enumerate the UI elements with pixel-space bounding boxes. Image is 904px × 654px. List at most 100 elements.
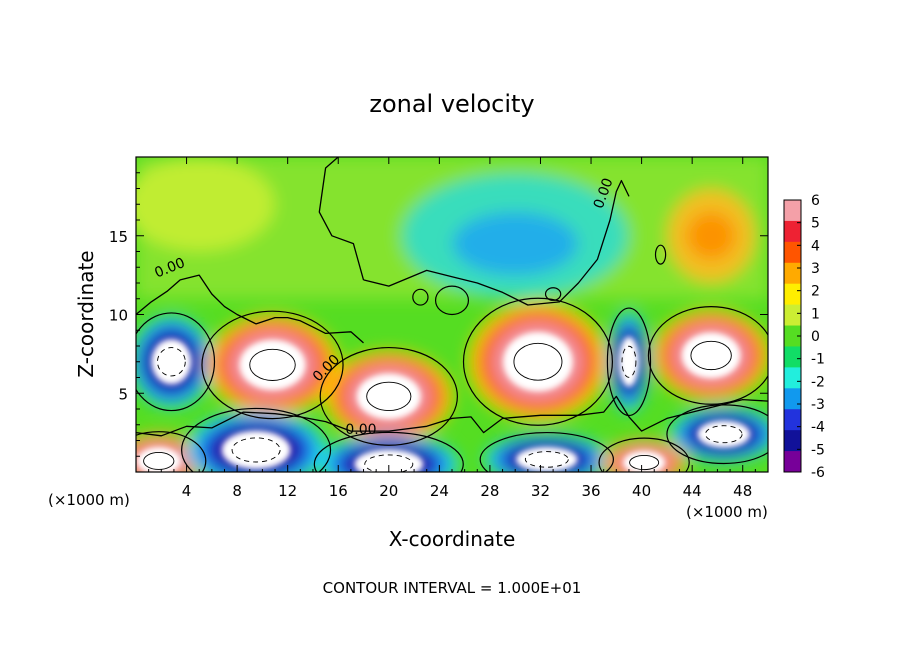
jet-outer-contour [479,431,614,472]
field-region-core [686,212,736,260]
jet-outer-contour [313,431,464,472]
field-region [136,157,276,252]
contour-label: 0.00 [345,422,376,438]
zero-contour [318,157,365,281]
jet-saturated-core [221,430,291,470]
field-core-group [136,332,751,472]
colorbar-tick-label: 6 [811,193,820,209]
jet-inner-contour [690,340,732,371]
colorbar-swatch [784,409,801,431]
velocity-field [136,157,768,472]
x-tick-label: 48 [733,482,752,500]
jet-inner-contour [157,347,186,377]
jet-inner-contour [249,348,296,381]
contour-lines [136,157,768,472]
x-tick-label: 36 [581,482,600,500]
jet-outer-contour [598,437,690,472]
jet-saturated-core [136,447,181,472]
jet-saturated-core [354,449,424,472]
colorbar-swatch [784,283,801,306]
x-axis: 4 8 12 16 20 24 28 32 36 40 44 48 [148,157,756,500]
colorbar-swatch [784,262,801,285]
jet-outer-contour [136,312,216,412]
colorbar-swatch [784,388,801,410]
chart-title: zonal velocity [369,90,534,118]
zero-contour [363,179,630,306]
colorbar-tick-label: -2 [811,374,825,390]
plot-area [135,156,769,473]
x-unit-label-right: (×1000 m) [686,503,768,521]
closed-contour [434,285,470,316]
y-axis-label: Z-coordinate [74,250,98,377]
jet-outer-contour [319,346,458,446]
colorbar-tick-label: 3 [811,261,820,277]
jet-outer-contour [181,407,332,472]
colorbar-swatch [784,451,801,473]
jet-inner-contour [513,342,563,381]
colorbar-tick-label: 5 [811,216,820,232]
colorbar-swatch [784,346,801,368]
field-region-core [452,212,578,276]
y-tick-label: 5 [118,385,128,403]
x-tick-label: 16 [329,482,348,500]
jet-outer-contour [462,297,614,426]
jet-saturated-core [515,446,578,472]
colorbar-tick-label: -3 [811,397,825,413]
jet-outer-contour [647,306,768,405]
x-tick-label: 40 [632,482,651,500]
x-tick-label: 20 [379,482,398,500]
colorbar-tick-label: -1 [811,352,825,368]
jet-inner-contour [704,425,743,444]
x-tick-label: 24 [430,482,449,500]
jet-inner-contour [364,454,414,472]
contour-interval-note: CONTOUR INTERVAL = 1.000E+01 [323,579,582,597]
jet-saturated-core [151,339,192,385]
x-tick-label: 4 [182,482,192,500]
jet-saturated-core [356,373,421,420]
x-tick-label: 32 [531,482,550,500]
jet-inner-contour [629,455,660,471]
jet-outer-contour [606,307,652,417]
jet-inner-contour [621,345,637,378]
jet-outer-contour [136,431,207,472]
colorbar-tick-label: 4 [811,238,820,254]
closed-contour [412,288,429,306]
x-tick-label: 12 [278,482,297,500]
closed-contour [544,287,562,301]
colorbar-tick-label: -5 [811,442,825,458]
x-axis-label: X-coordinate [389,527,516,551]
x-tick-label: 44 [683,482,702,500]
jet-inner-contour [366,381,412,412]
y-tick-label: 10 [109,307,128,325]
y-axis: 5 10 15 [109,172,768,457]
colorbar-swatch [784,325,801,347]
jet-saturated-core [618,336,639,387]
jet-saturated-core [503,332,573,392]
jet-outer-contour [201,310,344,420]
jet-saturated-core [697,420,751,448]
jet-saturated-core [239,339,306,390]
closed-contour [654,244,667,265]
zero-contour [136,395,768,437]
colorbar-swatch [784,200,801,222]
colorbar-swatch [784,241,801,264]
colorbar-swatch [784,220,801,243]
jet-inner-contour [143,452,175,470]
colorbar-tick-label: 1 [811,306,820,322]
colorbar-swatch [784,367,801,389]
x-unit-label-left: (×1000 m) [48,491,130,509]
jet-inner-contour [231,437,281,463]
zero-contour [136,274,364,344]
jet-inner-contour [524,451,569,468]
colorbar-swatch [784,304,801,327]
colorbar-swatch [784,430,801,452]
colorbar-tick-label: -4 [811,420,825,436]
colorbar: 6 5 4 3 2 1 0 -1 -2 -3 -4 -5 -6 [783,193,825,481]
colorbar-tick-label: 2 [811,284,820,300]
jet-outer-contour [666,404,768,465]
x-tick-label: 8 [232,482,242,500]
jet-saturated-core [681,332,741,379]
jet-saturated-core [623,451,666,472]
x-tick-label: 28 [480,482,499,500]
